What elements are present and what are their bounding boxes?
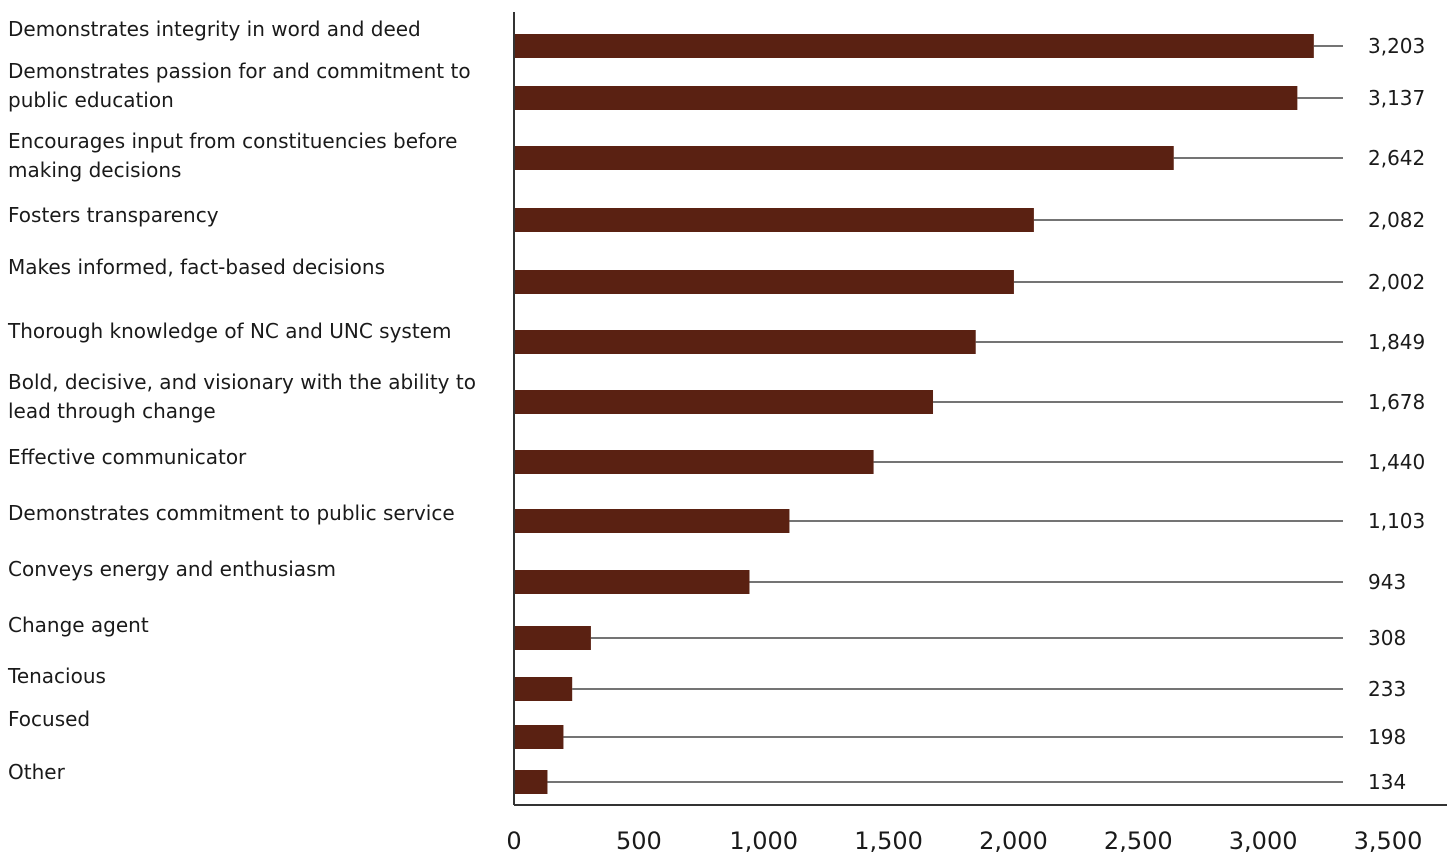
category-label: Demonstrates passion for and commitment … <box>8 59 471 112</box>
value-label: 308 <box>1368 626 1406 650</box>
x-tick-label: 2,000 <box>979 827 1048 855</box>
category-label: Makes informed, fact-based decisions <box>8 255 385 279</box>
value-label: 2,642 <box>1368 146 1425 170</box>
x-tick-label: 1,000 <box>729 827 798 855</box>
bar <box>514 270 1014 294</box>
x-tick-label: 500 <box>616 827 662 855</box>
bar <box>514 34 1314 58</box>
value-label: 3,203 <box>1368 34 1425 58</box>
bar <box>514 626 591 650</box>
category-label: Encourages input from constituencies bef… <box>8 129 457 182</box>
leader-lines <box>547 45 1343 783</box>
value-label: 134 <box>1368 770 1406 794</box>
value-label: 1,103 <box>1368 509 1425 533</box>
x-tick-labels: 0 500 1,000 1,500 2,000 2,500 3,000 3,500 <box>506 827 1422 855</box>
category-label: Change agent <box>8 613 149 637</box>
axes <box>513 12 1447 806</box>
category-label: Conveys energy and enthusiasm <box>8 557 336 581</box>
x-tick-label: 3,000 <box>1229 827 1298 855</box>
bars <box>514 34 1314 794</box>
bar <box>514 570 750 594</box>
value-label: 943 <box>1368 570 1406 594</box>
value-label: 198 <box>1368 725 1406 749</box>
category-label: Fosters transparency <box>8 203 219 227</box>
value-label: 2,002 <box>1368 270 1425 294</box>
bar <box>514 770 548 794</box>
bar <box>514 208 1034 232</box>
category-labels: Demonstrates integrity in word and deed D… <box>7 17 476 784</box>
x-tick-label: 0 <box>506 827 521 855</box>
category-label: Demonstrates commitment to public servic… <box>8 501 455 525</box>
value-label: 2,082 <box>1368 208 1425 232</box>
value-label: 1,678 <box>1368 390 1425 414</box>
x-tick-label: 1,500 <box>854 827 923 855</box>
bar <box>514 450 874 474</box>
value-label: 1,440 <box>1368 450 1425 474</box>
value-label: 233 <box>1368 677 1406 701</box>
value-label: 1,849 <box>1368 330 1425 354</box>
category-label: Demonstrates integrity in word and deed <box>8 17 421 41</box>
category-label: Focused <box>8 707 90 731</box>
bar <box>514 330 976 354</box>
category-label: Other <box>8 760 66 784</box>
x-tick-label: 3,500 <box>1354 827 1423 855</box>
category-label: Thorough knowledge of NC and UNC system <box>7 319 451 343</box>
bar <box>514 509 790 533</box>
category-label: Tenacious <box>7 664 106 688</box>
category-label: Bold, decisive, and visionary with the a… <box>8 370 476 423</box>
bar <box>514 725 564 749</box>
bar <box>514 390 934 414</box>
bar <box>514 86 1298 110</box>
bar <box>514 146 1174 170</box>
value-labels: 3,203 3,137 2,642 2,082 2,002 1,849 1,678 1,440… <box>1368 34 1425 794</box>
bar <box>514 677 573 701</box>
category-label: Effective communicator <box>8 445 247 469</box>
value-label: 3,137 <box>1368 86 1425 110</box>
x-tick-label: 2,500 <box>1104 827 1173 855</box>
